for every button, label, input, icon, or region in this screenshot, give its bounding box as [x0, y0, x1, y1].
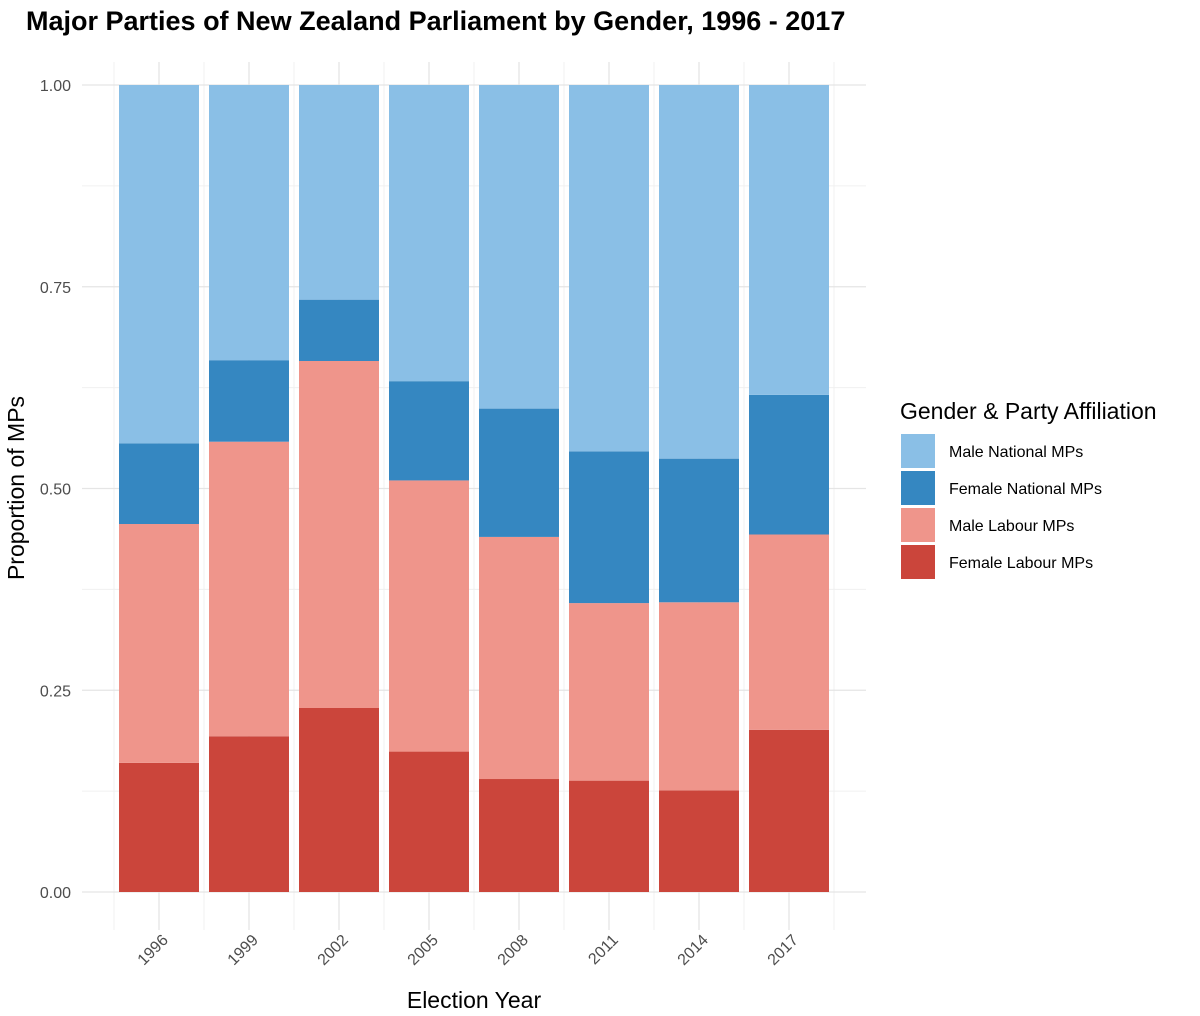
bar-stack-1999	[209, 85, 289, 892]
bar-1996-female-labour-mps	[119, 762, 199, 892]
bar-stack-1996	[119, 85, 199, 892]
x-tick-label: 2014	[675, 932, 712, 969]
x-tick-label: 2005	[405, 932, 442, 969]
bar-2011-female-labour-mps	[569, 780, 649, 892]
legend-label: Female National MPs	[949, 481, 1102, 498]
bar-2011-female-national-mps	[569, 451, 649, 604]
x-tick-label: 1996	[135, 932, 172, 969]
bar-stack-2014	[659, 85, 739, 892]
y-axis-ticks: 0.00 0.25 0.50 0.75 1.00	[40, 78, 71, 902]
bar-1999-male-labour-mps	[209, 441, 289, 737]
legend-swatch	[901, 545, 935, 579]
bar-2008-male-national-mps	[479, 85, 559, 409]
bar-1996-male-national-mps	[119, 85, 199, 444]
legend-label: Male Labour MPs	[949, 518, 1074, 535]
bar-2011-male-national-mps	[569, 85, 649, 452]
legend-swatch	[901, 471, 935, 505]
x-tick-label: 2008	[495, 932, 532, 969]
legend-label: Male National MPs	[949, 444, 1083, 461]
bar-2011-male-labour-mps	[569, 603, 649, 781]
bar-2014-female-national-mps	[659, 458, 739, 603]
y-tick-label: 0.50	[40, 482, 71, 499]
x-tick-label: 2002	[315, 932, 352, 969]
bar-2008-female-labour-mps	[479, 779, 559, 892]
bar-2008-male-labour-mps	[479, 536, 559, 780]
bar-2005-male-labour-mps	[389, 480, 469, 752]
y-axis-title: Proportion of MPs	[3, 396, 29, 580]
x-tick-label: 1999	[225, 932, 262, 969]
x-axis-ticks: 1996 1999 2002 2005 2008 2011 2014 2017	[135, 932, 802, 969]
bar-stack-2017	[749, 85, 829, 892]
bar-2002-male-national-mps	[299, 85, 379, 300]
bar-2002-female-national-mps	[299, 299, 379, 361]
bar-stack-2011	[569, 85, 649, 892]
bar-2005-female-labour-mps	[389, 751, 469, 892]
bar-2002-male-labour-mps	[299, 360, 379, 709]
bar-1999-female-national-mps	[209, 360, 289, 442]
bar-2008-female-national-mps	[479, 408, 559, 537]
x-tick-label: 2017	[765, 932, 802, 969]
legend-item-female-labour-mps: Female Labour MPs	[901, 545, 1093, 579]
bar-stack-2005	[389, 85, 469, 892]
bar-2017-male-national-mps	[749, 85, 829, 395]
legend: Gender & Party Affiliation Male National…	[900, 398, 1157, 579]
grid-lines	[82, 62, 866, 930]
chart-title: Major Parties of New Zealand Parliament …	[26, 6, 845, 36]
bar-2014-male-labour-mps	[659, 602, 739, 791]
x-tick-label: 2011	[585, 932, 621, 968]
bar-2017-male-labour-mps	[749, 534, 829, 730]
legend-swatch	[901, 508, 935, 542]
y-tick-label: 0.25	[40, 683, 71, 700]
y-tick-label: 0.00	[40, 885, 71, 902]
y-tick-label: 1.00	[40, 78, 71, 95]
legend-item-female-national-mps: Female National MPs	[901, 471, 1102, 505]
legend-item-male-labour-mps: Male Labour MPs	[901, 508, 1074, 542]
y-tick-label: 0.75	[40, 280, 71, 297]
bar-2017-female-labour-mps	[749, 729, 829, 892]
bar-1996-female-national-mps	[119, 443, 199, 525]
bar-2005-female-national-mps	[389, 381, 469, 481]
legend-items: Male National MPs Female National MPs Male…	[901, 434, 1102, 579]
bar-1996-male-labour-mps	[119, 524, 199, 763]
bar-1999-male-national-mps	[209, 85, 289, 361]
bar-stack-2008	[479, 85, 559, 892]
bar-2017-female-national-mps	[749, 394, 829, 535]
legend-title: Gender & Party Affiliation	[900, 398, 1157, 424]
bar-1999-female-labour-mps	[209, 736, 289, 892]
x-axis-title: Election Year	[407, 987, 542, 1013]
legend-label: Female Labour MPs	[949, 555, 1093, 572]
bars	[119, 85, 829, 892]
bar-2014-female-labour-mps	[659, 790, 739, 892]
legend-item-male-national-mps: Male National MPs	[901, 434, 1083, 468]
bar-2014-male-national-mps	[659, 85, 739, 459]
bar-stack-2002	[299, 85, 379, 892]
bar-2002-female-labour-mps	[299, 708, 379, 892]
legend-swatch	[901, 434, 935, 468]
bar-2005-male-national-mps	[389, 85, 469, 382]
